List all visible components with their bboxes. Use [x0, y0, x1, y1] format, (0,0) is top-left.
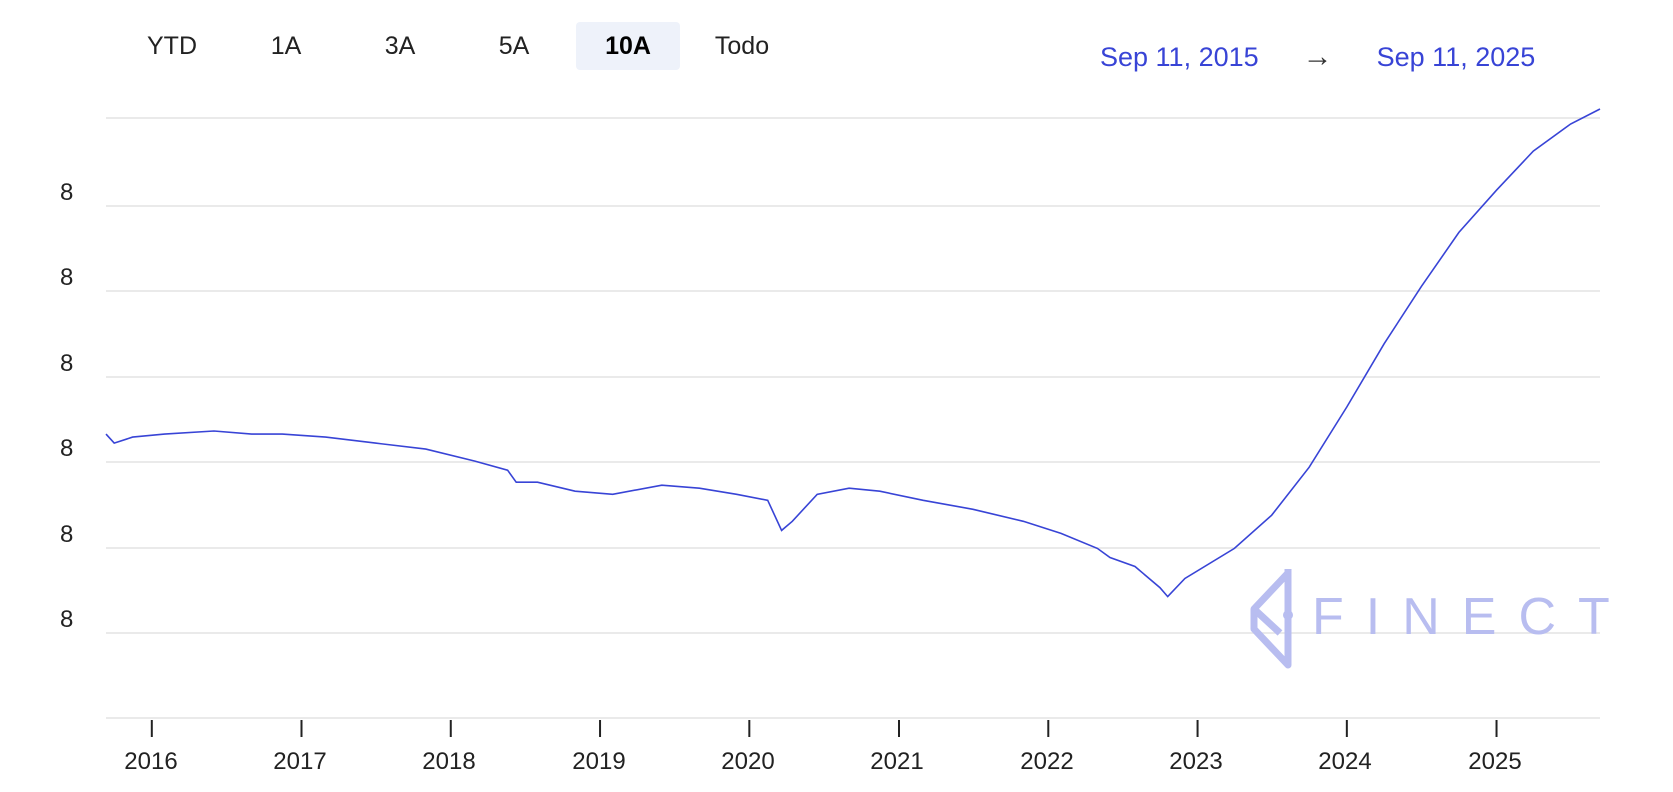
y-tick-label: 8: [60, 521, 74, 548]
range-selector: YTD 1A 3A 5A 10A Todo: [120, 22, 804, 70]
x-tick-label: 2025: [1468, 748, 1522, 775]
x-tick-label: 2024: [1318, 748, 1372, 775]
y-tick-label: 8: [60, 606, 74, 633]
finect-logo-icon: [1250, 569, 1293, 669]
y-tick-label: 8: [60, 350, 74, 377]
date-range: Sep 11, 2015 → Sep 11, 2025: [1100, 40, 1535, 74]
range-button-1a[interactable]: 1A: [270, 32, 302, 60]
arrow-right-icon: →: [1302, 40, 1333, 73]
x-axis-ticks: [150, 720, 1498, 737]
watermark-text: FINECT: [1312, 588, 1632, 646]
x-tick-label: 2019: [572, 748, 626, 775]
range-button-3a[interactable]: 3A: [384, 32, 416, 60]
range-button-10a[interactable]: 10A: [576, 22, 680, 70]
start-date-input[interactable]: Sep 11, 2015: [1100, 41, 1259, 72]
x-tick-label: 2022: [1020, 748, 1074, 775]
range-button-5a[interactable]: 5A: [498, 32, 530, 60]
y-tick-label: 8: [60, 264, 74, 291]
x-tick-label: 2016: [124, 748, 178, 775]
y-tick-label: 8: [60, 179, 74, 206]
range-button-ytd[interactable]: YTD: [147, 32, 197, 60]
x-tick-label: 2020: [721, 748, 775, 775]
grid-lines: [106, 117, 1600, 719]
range-button-todo[interactable]: Todo: [714, 32, 770, 60]
y-tick-label: 8: [60, 435, 74, 462]
end-date-input[interactable]: Sep 11, 2025: [1376, 41, 1536, 72]
series-line: [105, 108, 1601, 598]
x-tick-label: 2018: [422, 748, 476, 775]
finect-watermark: FINECT: [1248, 565, 1632, 669]
x-tick-label: 2021: [870, 748, 924, 775]
x-tick-label: 2023: [1169, 748, 1223, 775]
x-tick-label: 2017: [273, 748, 327, 775]
